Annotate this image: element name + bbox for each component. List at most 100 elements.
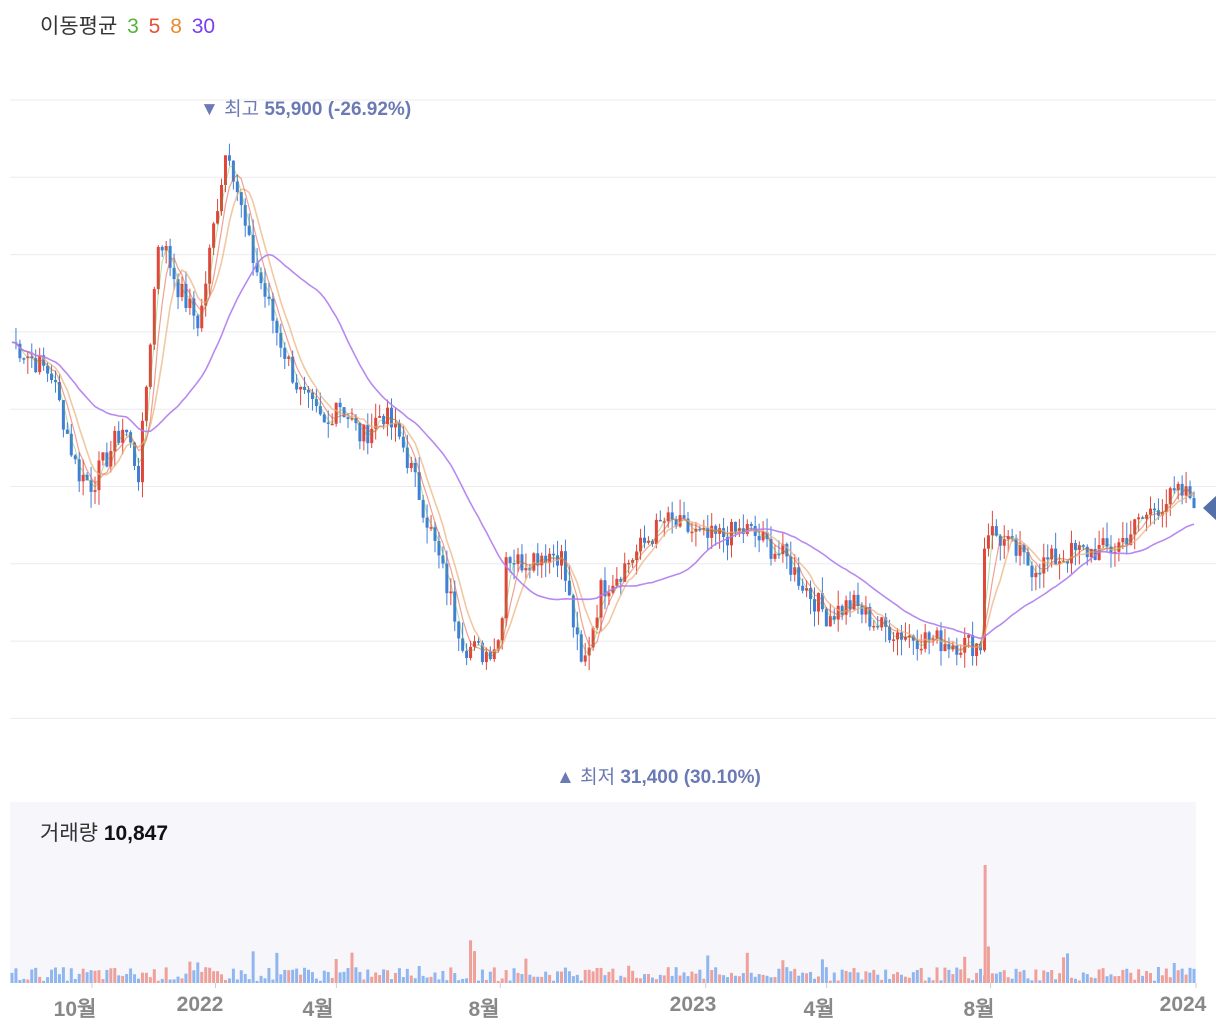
volume-bar [1184, 974, 1188, 983]
volume-bar [1164, 968, 1168, 983]
volume-bar [1093, 978, 1097, 983]
candle-body [781, 543, 785, 555]
x-tick-label: 4월 [803, 998, 835, 1021]
candle-body [1081, 545, 1085, 547]
volume-bar [1160, 975, 1164, 983]
volume-bar [1152, 980, 1156, 983]
volume-bar [836, 980, 840, 983]
volume-bar [480, 969, 484, 983]
candle-body [144, 386, 148, 421]
candle-body [330, 423, 334, 426]
volume-bar [544, 971, 548, 983]
volume-bar [18, 980, 22, 983]
volume-bar [89, 970, 93, 983]
candle-body [844, 600, 848, 615]
volume-bar [121, 975, 125, 983]
candle-body [923, 632, 927, 649]
candle-body [583, 655, 587, 662]
candle-body [291, 356, 295, 383]
candle-body [702, 527, 706, 530]
candle-body [990, 526, 994, 536]
volume-bar [433, 972, 437, 983]
volume-bar [1026, 978, 1030, 983]
candle-body [635, 551, 639, 560]
candle-body [326, 422, 330, 424]
volume-bar [733, 975, 737, 983]
candle-body [1145, 514, 1149, 519]
candle-body [1069, 542, 1073, 564]
volume-bar [623, 977, 627, 983]
volume-bar [520, 974, 524, 983]
candle-body [160, 246, 164, 251]
candle-body [967, 635, 971, 638]
candle-body [872, 625, 876, 628]
candle-body [334, 402, 338, 424]
volume-bar [287, 970, 291, 983]
volume-bar [342, 971, 346, 983]
candle-body [212, 223, 216, 248]
volume-bar [303, 967, 307, 983]
volume-bar [662, 975, 666, 983]
candle-body [540, 555, 544, 566]
candle-body [986, 535, 990, 549]
candle-body [1180, 483, 1184, 496]
candle-body [200, 305, 204, 329]
candle-body [18, 343, 22, 359]
candle-body [227, 155, 231, 161]
volume-bar [338, 972, 342, 983]
volume-bar [607, 971, 611, 983]
volume-bar [1042, 970, 1046, 983]
candle-body [26, 356, 30, 359]
volume-bar [812, 978, 816, 983]
volume-bar [196, 962, 200, 983]
candle-body [34, 358, 38, 373]
volume-bar [911, 972, 915, 983]
legend-ma8: 8 [170, 15, 182, 38]
volume-bar [643, 974, 647, 983]
candle-body [184, 283, 188, 308]
volume-bar [117, 975, 121, 983]
volume-bar [923, 980, 927, 983]
ma3-line [11, 165, 1195, 659]
volume-bar [1030, 980, 1034, 983]
volume-bar [1046, 972, 1050, 983]
candle-body [366, 424, 370, 444]
volume-bar [1156, 967, 1160, 983]
volume-bar [1085, 974, 1089, 983]
candle-body [1168, 488, 1172, 505]
high-annotation: ▼ 최고 55,900 (-26.92%) [200, 94, 411, 121]
volume-bar [864, 971, 868, 983]
candle-body [73, 455, 77, 460]
candle-body [492, 649, 496, 660]
low-prefix: ▲ 최저 [556, 767, 616, 788]
volume-bar [251, 951, 255, 983]
volume-bar [690, 971, 694, 983]
volume-bar [927, 977, 931, 983]
candle-body [919, 648, 923, 651]
candle-body [1014, 538, 1018, 556]
volume-bar [678, 975, 682, 983]
candle-body [524, 568, 528, 571]
candle-body [931, 638, 935, 641]
candle-body [504, 557, 508, 619]
candle-body [85, 474, 89, 481]
volume-bar [401, 977, 405, 983]
volume-bar [627, 965, 631, 983]
candle-body [698, 528, 702, 531]
candle-body [105, 452, 109, 467]
candle-body [38, 355, 42, 373]
candle-body [164, 246, 168, 251]
volume-bar [148, 977, 152, 983]
volume-bar [896, 972, 900, 983]
current-price-marker[interactable] [1203, 495, 1216, 521]
candle-body [129, 432, 133, 443]
candle-body [662, 521, 666, 523]
candle-body [133, 442, 137, 466]
x-tick-label: 2022 [176, 993, 224, 1016]
candle-body [579, 634, 583, 662]
high-value: 55,900 (-26.92%) [264, 99, 412, 120]
volume-bar [765, 975, 769, 983]
candle-body [599, 580, 603, 618]
candle-body [453, 591, 457, 622]
volume-bar [1050, 970, 1054, 983]
